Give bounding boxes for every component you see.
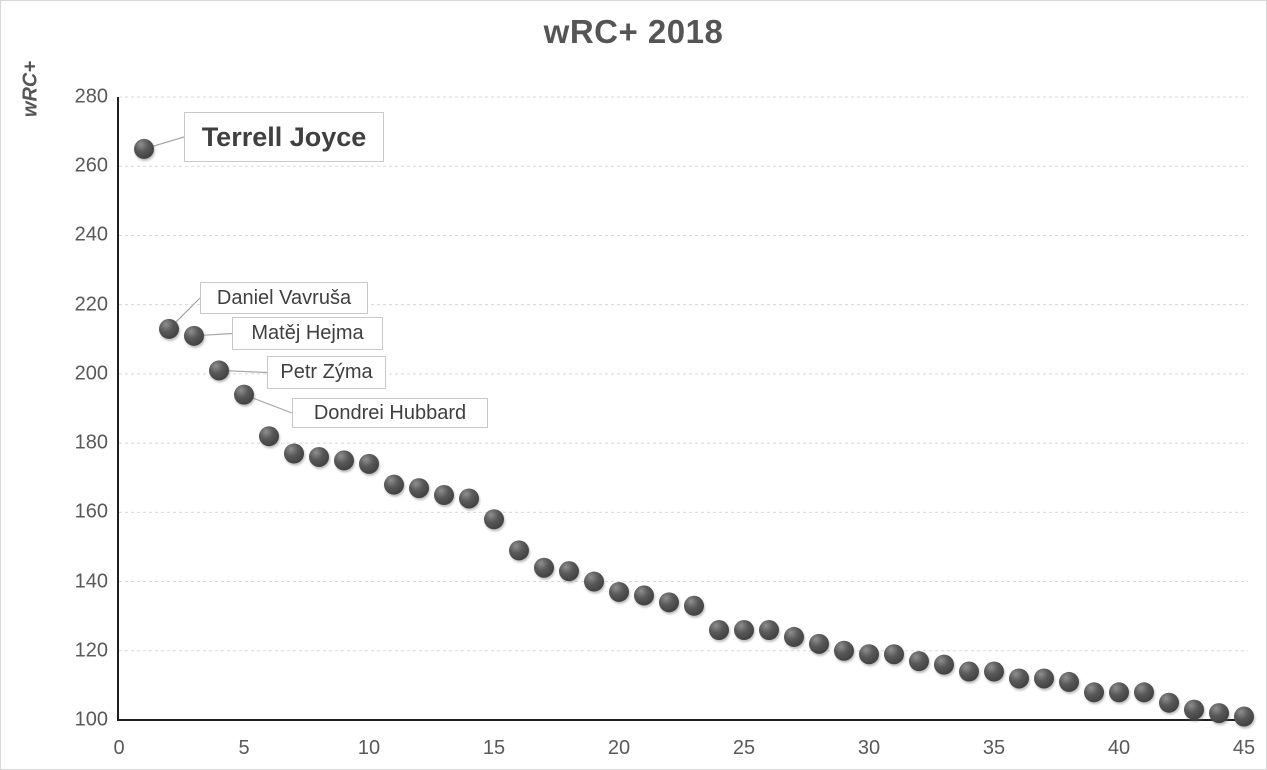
- data-point-marker: [1159, 692, 1179, 713]
- data-point-marker: [409, 478, 429, 499]
- data-point-marker: [259, 426, 279, 447]
- y-tick-label: 140: [74, 570, 108, 593]
- chart-title: wRC+ 2018: [543, 13, 724, 50]
- x-tick-label: 30: [857, 737, 881, 759]
- data-point-marker: [809, 633, 829, 654]
- data-point-marker: [684, 595, 704, 616]
- data-point-marker: [134, 138, 154, 159]
- data-point-marker: [209, 360, 229, 381]
- x-tick-label: 5: [238, 737, 250, 759]
- data-point-marker: [959, 661, 979, 682]
- y-tick-label: 220: [74, 293, 108, 316]
- data-point-marker: [509, 540, 529, 561]
- data-point-marker: [1034, 668, 1054, 689]
- x-tick-label: 35: [982, 737, 1006, 759]
- y-tick-label: 280: [74, 85, 108, 108]
- data-point-marker: [484, 509, 504, 530]
- data-point-label: Matěj Hejma: [232, 317, 383, 350]
- data-point-marker: [1084, 682, 1104, 703]
- x-tick-label: 25: [732, 737, 756, 759]
- data-point-label: Dondrei Hubbard: [292, 398, 488, 428]
- data-point-marker: [184, 325, 204, 346]
- data-point-marker: [459, 488, 479, 509]
- data-point-marker: [1109, 682, 1129, 703]
- data-point-marker: [309, 446, 329, 467]
- data-point-marker: [884, 644, 904, 665]
- data-point-marker: [1134, 682, 1154, 703]
- data-point-marker: [1209, 703, 1229, 724]
- data-point-label: Terrell Joyce: [184, 112, 384, 162]
- data-point-marker: [1234, 706, 1254, 727]
- data-point-marker: [434, 485, 454, 506]
- x-tick-label: 40: [1107, 737, 1131, 759]
- data-point-marker: [759, 620, 779, 641]
- y-tick-label: 160: [74, 500, 108, 523]
- y-tick-label: 240: [74, 223, 108, 246]
- data-point-marker: [859, 644, 879, 665]
- data-point-marker: [984, 661, 1004, 682]
- data-point-marker: [834, 640, 854, 661]
- data-point-marker: [384, 474, 404, 495]
- data-point-marker: [909, 651, 929, 672]
- data-point-marker: [709, 620, 729, 641]
- x-tick-label: 45: [1232, 737, 1256, 759]
- data-point-marker: [534, 557, 554, 578]
- data-point-marker: [1184, 699, 1204, 720]
- y-tick-label: 260: [74, 154, 108, 177]
- data-point-marker: [784, 626, 804, 647]
- data-point-marker: [159, 318, 179, 339]
- data-point-marker: [1059, 671, 1079, 692]
- x-tick-label: 0: [113, 737, 125, 759]
- y-tick-label: 120: [74, 639, 108, 662]
- data-point-marker: [584, 571, 604, 592]
- y-tick-label: 180: [74, 431, 108, 454]
- data-point-marker: [334, 450, 354, 471]
- data-point-marker: [734, 620, 754, 641]
- data-point-label: Daniel Vavruša: [200, 282, 368, 314]
- x-tick-label: 20: [607, 737, 631, 759]
- data-point-marker: [559, 561, 579, 582]
- data-point-marker: [359, 453, 379, 474]
- x-tick-label: 15: [482, 737, 506, 759]
- y-tick-label: 100: [74, 708, 108, 731]
- data-point-marker: [234, 384, 254, 405]
- data-point-marker: [609, 581, 629, 602]
- data-point-marker: [659, 592, 679, 613]
- data-point-marker: [1009, 668, 1029, 689]
- data-point-marker: [634, 585, 654, 606]
- data-point-marker: [934, 654, 954, 675]
- data-point-marker: [284, 443, 304, 464]
- x-tick-label: 10: [357, 737, 381, 759]
- data-point-label: Petr Zýma: [267, 356, 386, 389]
- y-tick-label: 200: [74, 362, 108, 385]
